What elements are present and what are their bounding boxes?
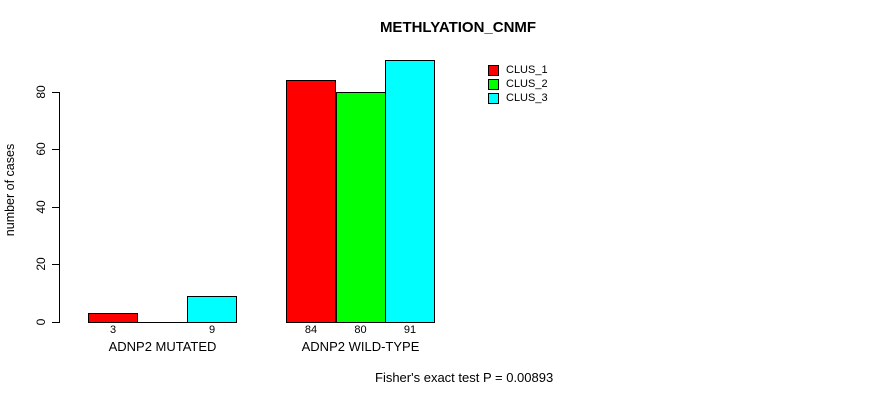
y-axis-tick — [52, 322, 59, 323]
x-axis-category-label: ADNP2 MUTATED — [108, 339, 217, 354]
y-axis-label: number of cases — [3, 143, 17, 237]
bar-clus-3-adnp2-mutated — [187, 296, 237, 323]
bar-clus-2-adnp2-wild-type — [335, 91, 386, 323]
y-axis-tick-label: 80 — [34, 84, 48, 99]
bar-clus-2-adnp2-mutated — [137, 322, 188, 323]
y-axis-tick — [52, 91, 59, 93]
legend-item: CLUS_1 — [488, 65, 548, 76]
bar-value-label: 9 — [208, 324, 216, 336]
x-axis-category-label: ADNP2 WILD-TYPE — [301, 339, 420, 354]
y-axis-tick-label: 60 — [34, 142, 48, 156]
y-axis-tick — [52, 206, 59, 208]
y-axis-tick — [52, 149, 59, 151]
fisher-test-annotation: Fisher's exact test P = 0.00893 — [375, 370, 554, 385]
legend-label: CLUS_3 — [506, 92, 548, 104]
bar-clus-1-adnp2-mutated — [88, 313, 138, 323]
y-axis-tick-label: 20 — [34, 257, 48, 272]
legend-swatch-icon — [488, 79, 499, 90]
bar-value-label: 91 — [403, 324, 417, 336]
y-axis-line — [59, 91, 60, 323]
legend: CLUS_1 CLUS_2 CLUS_3 — [488, 65, 548, 107]
y-axis-tick — [52, 264, 59, 266]
bar-clus-1-adnp2-wild-type — [286, 80, 336, 323]
y-axis-tick-label: 40 — [34, 200, 48, 214]
bar-value-label: 80 — [354, 324, 367, 336]
legend-label: CLUS_1 — [506, 64, 548, 76]
bar-value-label: 3 — [109, 324, 117, 336]
chart-title: METHLYATION_CNMF — [379, 19, 537, 36]
legend-swatch-icon — [488, 93, 499, 104]
bar-clus-3-adnp2-wild-type — [385, 59, 435, 323]
legend-swatch-icon — [488, 65, 499, 76]
bar-value-label: 84 — [304, 324, 318, 336]
legend-item: CLUS_2 — [488, 79, 548, 90]
legend-label: CLUS_2 — [506, 78, 548, 90]
y-axis-tick-label: 0 — [34, 318, 48, 326]
legend-item: CLUS_3 — [488, 93, 548, 104]
